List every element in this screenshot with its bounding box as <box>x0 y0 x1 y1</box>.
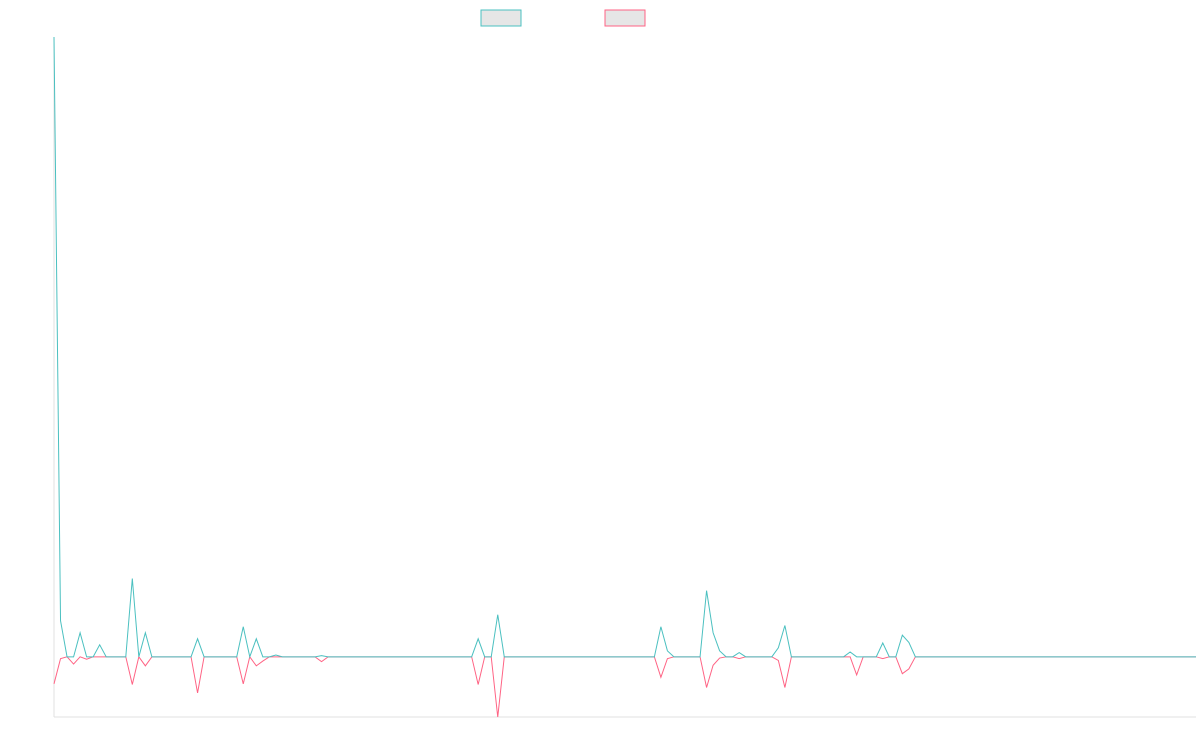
legend <box>480 9 646 27</box>
line-series-b <box>53 655 1196 718</box>
line-series-a <box>53 36 1196 659</box>
series-layer <box>53 36 1196 718</box>
legend-swatch-series-b[interactable] <box>604 9 646 27</box>
legend-swatch-series-a[interactable] <box>480 9 522 27</box>
